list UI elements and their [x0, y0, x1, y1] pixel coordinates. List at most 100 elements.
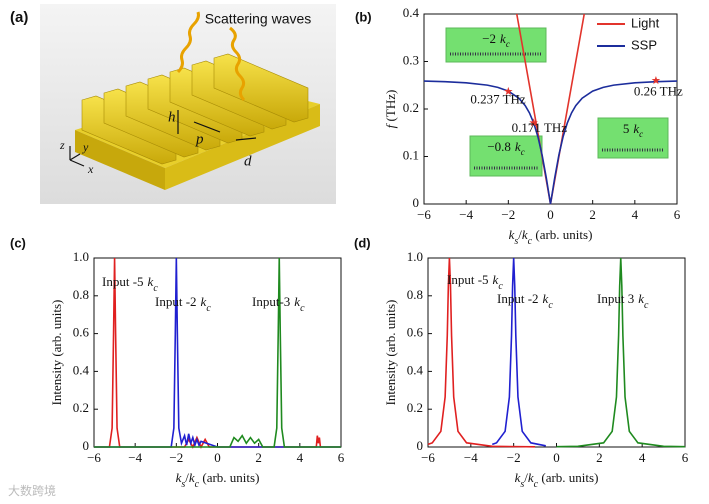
annotation: Input -2 kc [155, 294, 211, 314]
label-sub: c [639, 129, 643, 139]
x-tick-label: 6 [674, 207, 681, 222]
annotation: Input -5 kc [447, 272, 503, 292]
label-k: k [201, 294, 207, 309]
label-part: c [528, 236, 533, 247]
label-part: s [520, 479, 524, 490]
y-tick-label: 0.3 [403, 52, 419, 67]
marker [651, 76, 661, 85]
point-label: 0.171 THz [512, 120, 568, 135]
label-part: c [534, 479, 539, 490]
label-text: Input 3 [597, 291, 634, 306]
marker [529, 118, 538, 127]
label-sub: c [206, 303, 211, 314]
x-tick-label: 4 [632, 207, 639, 222]
inset-label: −2 kc [482, 31, 510, 49]
x-tick-label: −4 [128, 450, 142, 465]
label-sub: c [300, 303, 305, 314]
x-tick-label: 0 [547, 207, 554, 222]
label-part: / [185, 470, 189, 485]
annotation: Input 3 kc [597, 291, 649, 311]
y-tick-label: 0.6 [73, 325, 90, 340]
y-tick-label: 0.8 [73, 287, 89, 302]
chart: −2 kc−0.8 kc5 kc−6 −4 −2 0 2 4 600.10.20.30.4ks/k… [355, 5, 683, 247]
label-part: (arb. units) [199, 470, 259, 485]
axis-name: z [59, 138, 65, 152]
label-sub: c [644, 300, 649, 311]
x-tick-label: −4 [464, 450, 478, 465]
caption: Scattering waves [205, 11, 312, 27]
label-part: c [195, 479, 200, 490]
label-k: k [500, 31, 506, 46]
label-part: / [518, 227, 522, 242]
x-tick-label: −2 [169, 450, 183, 465]
x-tick-label: −2 [507, 450, 521, 465]
x-tick-label: 6 [682, 450, 689, 465]
y-tick-label: 0.2 [73, 400, 89, 415]
y-tick-label: 1.0 [407, 249, 423, 264]
y-tick-label: 0.1 [403, 147, 419, 162]
series-line [491, 257, 546, 447]
label-part: k [509, 227, 515, 242]
inset-label: 5 kc [623, 121, 643, 139]
label-part: (arb. units) [538, 470, 598, 485]
label-part: s [514, 236, 518, 247]
legend-label: Light [631, 15, 660, 30]
axis-name: x [87, 162, 94, 176]
label-text: −0.8 [487, 139, 511, 154]
x-tick-label: 2 [255, 450, 262, 465]
y-tick-label: 0.2 [407, 400, 423, 415]
x-axis-label: ks/kc (arb. units) [176, 470, 260, 490]
label-part: Intensity (arb. units) [49, 300, 64, 406]
label-part: s [181, 479, 185, 490]
marker [504, 86, 513, 96]
x-tick-label: 2 [596, 450, 603, 465]
x-tick-label: 2 [589, 207, 596, 222]
panel-label: (d) [354, 235, 371, 250]
label-part: k [515, 470, 521, 485]
annotation: Input-3 kc [252, 294, 305, 314]
panel-label: (c) [10, 235, 26, 250]
point-label: 0.26 THz [634, 83, 683, 98]
label-k: k [515, 139, 521, 154]
y-tick-label: 0 [83, 438, 90, 453]
series-line [94, 257, 341, 448]
x-tick-label: −6 [421, 450, 435, 465]
dim-label: p [195, 131, 204, 147]
label-sub: c [521, 147, 525, 157]
grating-front [75, 130, 165, 190]
x-tick-label: −2 [501, 207, 515, 222]
label-part: k [522, 227, 528, 242]
label-part: k [176, 470, 182, 485]
y-tick-label: 0 [413, 195, 420, 210]
label-text: Input -2 [497, 291, 539, 306]
y-tick-label: 0.4 [73, 362, 90, 377]
y-tick-label: 1.0 [73, 249, 89, 264]
x-tick-label: 4 [297, 450, 304, 465]
x-axis-label: ks/kc (arb. units) [509, 227, 593, 247]
dimension-arrows [69, 110, 257, 167]
series-line [423, 80, 678, 205]
y-tick-label: 0.6 [407, 325, 424, 340]
series-line [427, 257, 536, 448]
label-text: −2 [482, 31, 496, 46]
label-text: 5 [623, 121, 630, 136]
label-part: (THz) [383, 90, 398, 125]
dim-label: d [244, 153, 252, 169]
y-tick-label: 0 [417, 438, 424, 453]
panel-label: (a) [10, 9, 28, 26]
label-sub: c [548, 300, 553, 311]
y-tick-label: 0.2 [403, 100, 419, 115]
x-tick-label: 4 [639, 450, 646, 465]
label-part: k [189, 470, 195, 485]
x-axis-label: ks/kc (arb. units) [515, 470, 599, 490]
watermark: 大数跨境 [8, 483, 56, 498]
label-part: f [383, 122, 398, 128]
chart: −6 −4 −2 0 2 4 600.20.40.60.81.0ks/kc (arb. un… [354, 235, 689, 489]
x-tick-label: −4 [459, 207, 473, 222]
label-text: Input-3 [252, 294, 290, 309]
scattering-wave [176, 11, 200, 74]
label-sub: c [506, 39, 510, 49]
x-tick-label: −6 [87, 450, 101, 465]
label-k: k [148, 274, 154, 289]
